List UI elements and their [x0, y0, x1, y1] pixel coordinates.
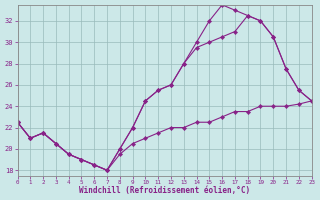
X-axis label: Windchill (Refroidissement éolien,°C): Windchill (Refroidissement éolien,°C) — [79, 186, 250, 195]
